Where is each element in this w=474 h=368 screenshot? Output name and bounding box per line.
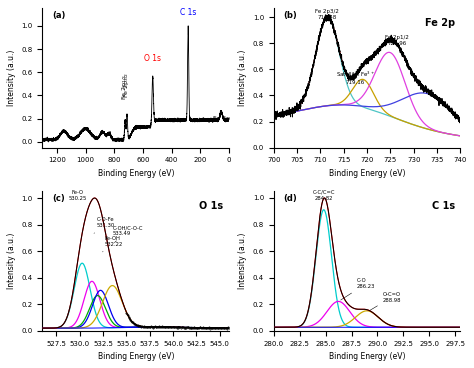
- Text: Fe 2p1/2
724.96: Fe 2p1/2 724.96: [385, 35, 410, 46]
- Text: (d): (d): [283, 194, 297, 203]
- Text: Fe-O
530.25: Fe-O 530.25: [69, 190, 87, 201]
- Y-axis label: Intensity (a.u.): Intensity (a.u.): [7, 233, 16, 289]
- X-axis label: Binding Energy (eV): Binding Energy (eV): [98, 352, 174, 361]
- Text: Fe 2p3/2
711.48: Fe 2p3/2 711.48: [315, 9, 339, 20]
- Text: O 1s: O 1s: [200, 201, 223, 211]
- Y-axis label: Intensity (a.u.): Intensity (a.u.): [238, 50, 247, 106]
- Y-axis label: Intensity (a.u.): Intensity (a.u.): [7, 50, 16, 106]
- X-axis label: Binding Energy (eV): Binding Energy (eV): [329, 352, 405, 361]
- Text: C-O
286.23: C-O 286.23: [341, 279, 375, 300]
- X-axis label: Binding Energy (eV): Binding Energy (eV): [329, 169, 405, 178]
- Text: C-OH/C-O-C
533.49: C-OH/C-O-C 533.49: [112, 225, 143, 243]
- Text: O-C=O
288.98: O-C=O 288.98: [369, 292, 401, 311]
- Text: Fe 2p: Fe 2p: [425, 18, 455, 28]
- Text: Fe 2p$_{3/2}$: Fe 2p$_{3/2}$: [122, 72, 131, 98]
- Text: O 1s: O 1s: [144, 54, 161, 63]
- Text: Fe-OH
532.22: Fe-OH 532.22: [102, 236, 123, 252]
- Y-axis label: Intensity (a.u.): Intensity (a.u.): [238, 233, 247, 289]
- Text: C 1s: C 1s: [180, 8, 196, 17]
- Text: (a): (a): [52, 11, 65, 20]
- Text: C 1s: C 1s: [432, 201, 455, 211]
- Text: C-O-Fe
531.30: C-O-Fe 531.30: [94, 217, 115, 233]
- Text: (c): (c): [52, 194, 64, 203]
- Text: (b): (b): [283, 11, 297, 20]
- Text: Fe 3p: Fe 3p: [213, 116, 230, 121]
- Text: Satellite Fe$^{3+}$
719.16: Satellite Fe$^{3+}$ 719.16: [336, 70, 375, 85]
- X-axis label: Binding Energy (eV): Binding Energy (eV): [98, 169, 174, 178]
- Text: C-C/C=C
284.82: C-C/C=C 284.82: [312, 190, 335, 201]
- Text: Fe 2p$_{1/2}$: Fe 2p$_{1/2}$: [121, 74, 129, 100]
